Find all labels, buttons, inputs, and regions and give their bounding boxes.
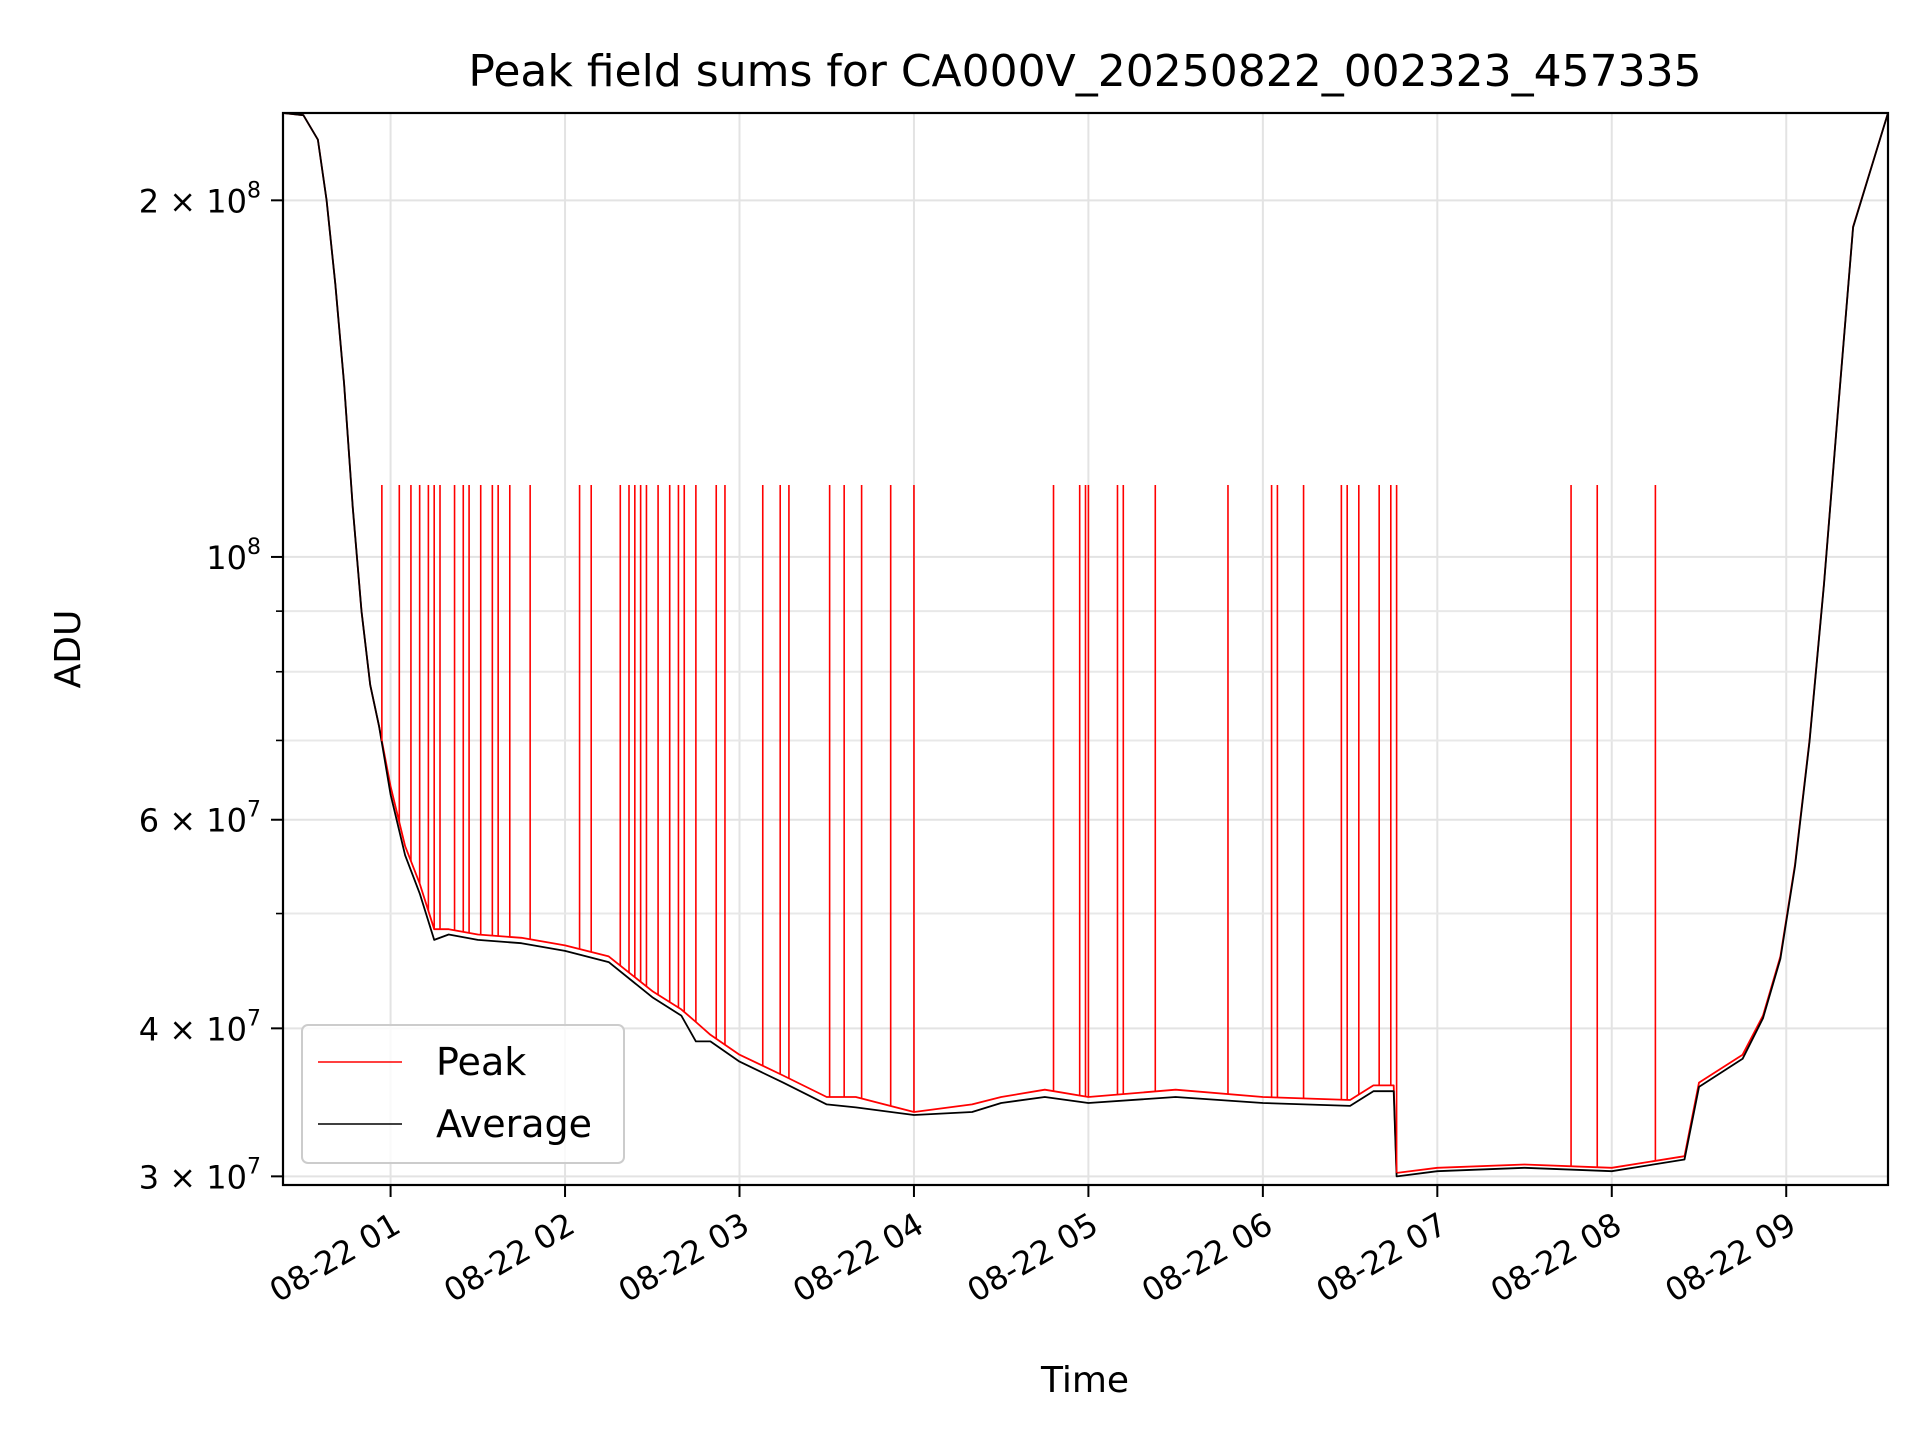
legend-box (301, 1024, 625, 1164)
x-tick-label: 08-22 07 (1310, 1205, 1454, 1310)
legend-label-peak: Peak (436, 1040, 526, 1084)
x-tick-label: 08-22 02 (437, 1205, 581, 1310)
y-axis-ticks: 3 × 107 4 × 107 6 × 107 108 2 × 108 (139, 178, 283, 1196)
y-tick-label: 3 × 107 (139, 1154, 261, 1196)
y-tick-label: 2 × 108 (139, 178, 261, 220)
x-tick-label: 08-22 01 (263, 1205, 407, 1310)
x-axis-label: Time (1040, 1360, 1129, 1401)
x-tick-label: 08-22 05 (961, 1205, 1105, 1310)
y-tick-label: 108 (206, 535, 261, 577)
y-tick-label: 4 × 107 (139, 1006, 261, 1048)
x-axis-ticks: 08-22 01 08-22 02 08-22 03 08-22 04 08-22 05… (263, 1185, 1802, 1310)
legend: Peak Average (301, 1024, 625, 1164)
plot-frame (281, 111, 1890, 1187)
x-tick-label: 08-22 03 (612, 1205, 756, 1310)
series-line-average (283, 113, 1888, 1178)
chart-title: Peak field sums for CA000V_20250822_0023… (468, 46, 1701, 97)
y-tick-label: 6 × 107 (139, 798, 261, 840)
y-axis-label: ADU (48, 610, 89, 689)
legend-label-average: Average (436, 1102, 592, 1146)
plot-series (283, 113, 1888, 1178)
x-tick-label: 08-22 08 (1484, 1205, 1628, 1310)
x-tick-label: 08-22 09 (1659, 1205, 1803, 1310)
x-tick-label: 08-22 04 (786, 1205, 930, 1310)
x-tick-label: 08-22 06 (1135, 1205, 1279, 1310)
